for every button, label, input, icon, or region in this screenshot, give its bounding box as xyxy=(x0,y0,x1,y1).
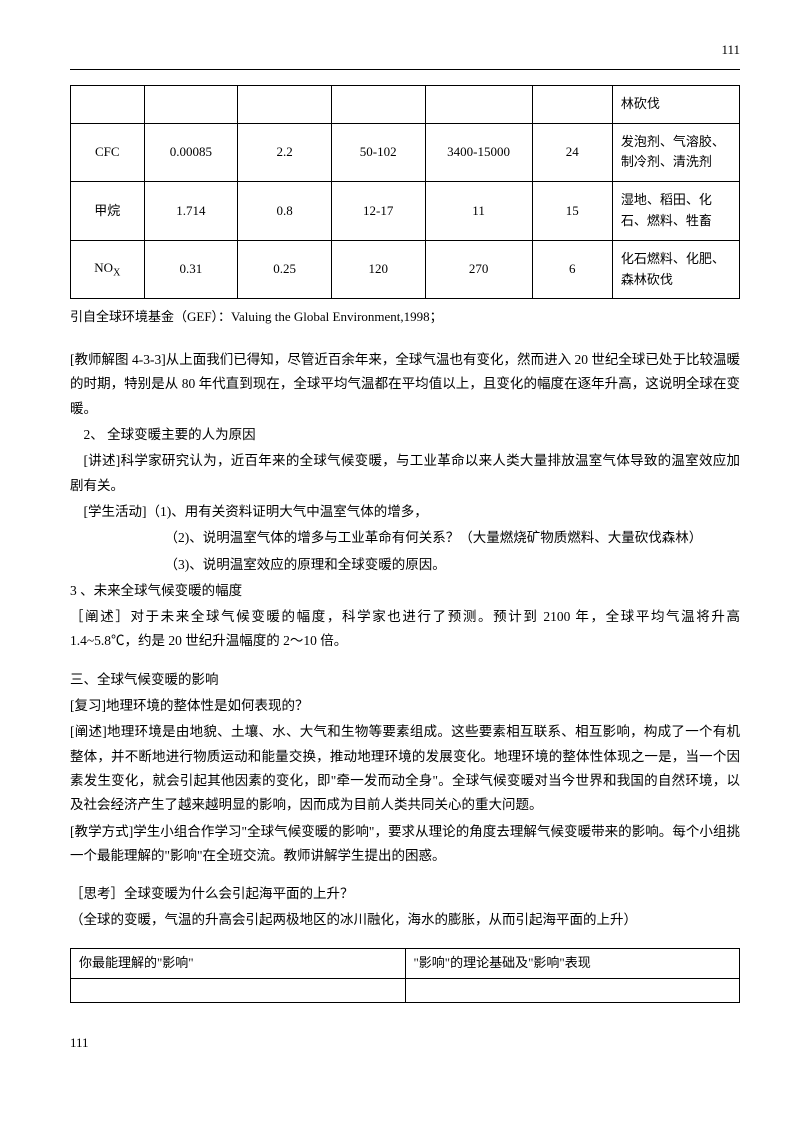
cell: 你最能理解的"影响" xyxy=(71,948,406,978)
cell: "影响"的理论基础及"影响"表现 xyxy=(405,948,740,978)
cell: 50-102 xyxy=(331,123,425,182)
page-number-bottom: 111 xyxy=(70,1033,740,1054)
cell xyxy=(532,85,612,123)
cell xyxy=(144,85,238,123)
paragraph: [教师解图 4-3-3]从上面我们已得知，尽管近百余年来，全球气温也有变化，然而… xyxy=(70,348,740,421)
body-content: [教师解图 4-3-3]从上面我们已得知，尽管近百余年来，全球气温也有变化，然而… xyxy=(70,348,740,933)
paragraph: [教学方式]学生小组合作学习"全球气候变暖的影响"，要求从理论的角度去理解气候变… xyxy=(70,820,740,869)
cell: 湿地、稻田、化石、燃料、牲畜 xyxy=(612,182,739,241)
cell xyxy=(405,978,740,1002)
top-divider xyxy=(70,69,740,70)
cell: 120 xyxy=(331,240,425,299)
cell: 0.00085 xyxy=(144,123,238,182)
cell: 发泡剂、气溶胶、制冷剂、清洗剂 xyxy=(612,123,739,182)
table-row xyxy=(71,978,740,1002)
cell: 甲烷 xyxy=(71,182,145,241)
cell-nox: NOX xyxy=(71,240,145,299)
table-row: CFC 0.00085 2.2 50-102 3400-15000 24 发泡剂… xyxy=(71,123,740,182)
cell: 1.714 xyxy=(144,182,238,241)
cell: 0.25 xyxy=(238,240,332,299)
paragraph: （全球的变暖，气温的升高会引起两极地区的冰川融化，海水的膨胀，从而引起海平面的上… xyxy=(70,908,740,932)
table-row: NOX 0.31 0.25 120 270 6 化石燃料、化肥、森林砍伐 xyxy=(71,240,740,299)
citation-text: 引自全球环境基金（GEF）：Valuing the Global Environ… xyxy=(70,307,740,328)
cell xyxy=(71,85,145,123)
cell: 2.2 xyxy=(238,123,332,182)
table-row: 你最能理解的"影响" "影响"的理论基础及"影响"表现 xyxy=(71,948,740,978)
cell: 林砍伐 xyxy=(612,85,739,123)
cell xyxy=(425,85,532,123)
cell: 270 xyxy=(425,240,532,299)
paragraph: 3 、未来全球气候变暖的幅度 xyxy=(70,579,740,603)
paragraph: [阐述]地理环境是由地貌、土壤、水、大气和生物等要素组成。这些要素相互联系、相互… xyxy=(70,720,740,817)
table-row: 甲烷 1.714 0.8 12-17 11 15 湿地、稻田、化石、燃料、牲畜 xyxy=(71,182,740,241)
cell: 11 xyxy=(425,182,532,241)
paragraph: ［阐述］对于未来全球气候变暖的幅度，科学家也进行了预测。预计到 2100 年，全… xyxy=(70,605,740,654)
cell: 6 xyxy=(532,240,612,299)
page-number-top: 111 xyxy=(70,40,740,61)
paragraph: （2)、说明温室气体的增多与工业革命有何关系？（大量燃烧矿物质燃料、大量砍伐森林… xyxy=(70,526,740,550)
greenhouse-gas-table: 林砍伐 CFC 0.00085 2.2 50-102 3400-15000 24… xyxy=(70,85,740,300)
cell: 化石燃料、化肥、森林砍伐 xyxy=(612,240,739,299)
paragraph: 2、 全球变暖主要的人为原因 xyxy=(70,423,740,447)
paragraph: [学生活动]（1)、用有关资料证明大气中温室气体的增多， xyxy=(70,500,740,524)
paragraph: [讲述]科学家研究认为，近百年来的全球气候变暖，与工业革命以来人类大量排放温室气… xyxy=(70,449,740,498)
impact-table: 你最能理解的"影响" "影响"的理论基础及"影响"表现 xyxy=(70,948,740,1003)
paragraph: [复习]地理环境的整体性是如何表现的？ xyxy=(70,694,740,718)
section-title: 三、全球气候变暖的影响 xyxy=(70,668,740,692)
cell xyxy=(331,85,425,123)
cell xyxy=(71,978,406,1002)
cell xyxy=(238,85,332,123)
cell: 3400-15000 xyxy=(425,123,532,182)
paragraph: ［思考］全球变暖为什么会引起海平面的上升？ xyxy=(70,882,740,906)
table-row: 林砍伐 xyxy=(71,85,740,123)
cell: 24 xyxy=(532,123,612,182)
cell: 0.31 xyxy=(144,240,238,299)
cell: 0.8 xyxy=(238,182,332,241)
paragraph: （3)、说明温室效应的原理和全球变暖的原因。 xyxy=(70,553,740,577)
cell: 15 xyxy=(532,182,612,241)
cell: CFC xyxy=(71,123,145,182)
cell: 12-17 xyxy=(331,182,425,241)
